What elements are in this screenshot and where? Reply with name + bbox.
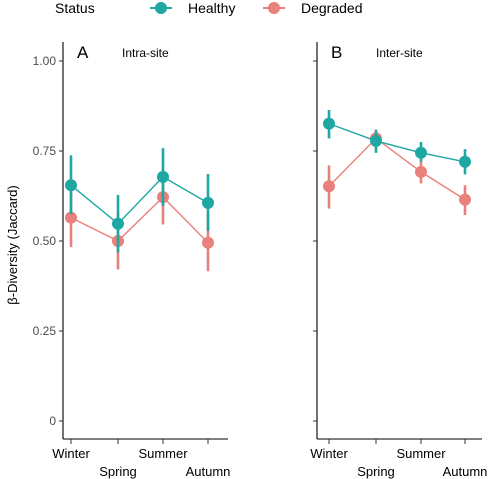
data-point-healthy (157, 170, 169, 183)
data-point-degraded (202, 236, 214, 249)
x-tick-label: Spring (357, 464, 395, 479)
data-point-degraded (415, 165, 427, 178)
legend-label-degraded: Degraded (301, 0, 363, 16)
data-point-healthy (415, 146, 427, 159)
data-point-degraded (459, 193, 471, 206)
series-line-healthy (70, 176, 209, 225)
y-tick-label: 0.75 (33, 144, 57, 158)
legend: Status Healthy Degraded (55, 0, 363, 16)
y-axis-label: β-Diversity (Jaccard) (5, 185, 20, 304)
legend-key-dot-degraded (268, 2, 280, 14)
panel-letter: B (331, 43, 342, 62)
panel-subtitle: Intra-site (122, 46, 169, 60)
data-point-healthy (459, 155, 471, 168)
series-line-degraded (70, 196, 209, 244)
x-tick-label: Spring (99, 464, 137, 479)
x-tick-label: Summer (138, 446, 188, 461)
data-point-healthy (112, 217, 124, 230)
x-tick-label: Autumn (443, 464, 488, 479)
panels: 00.250.500.751.00WinterSpringSummerAutum… (33, 42, 487, 479)
x-tick-label: Winter (52, 446, 90, 461)
data-point-healthy (370, 134, 382, 147)
panel-subtitle: Inter-site (376, 46, 423, 60)
legend-key-dot-healthy (155, 2, 167, 14)
data-point-healthy (65, 179, 77, 192)
y-tick-label: 0.25 (33, 324, 57, 338)
y-tick-label: 1.00 (33, 54, 57, 68)
legend-label-healthy: Healthy (188, 0, 235, 16)
series-line-degraded (328, 137, 466, 201)
x-tick-label: Summer (396, 446, 446, 461)
data-point-healthy (202, 196, 214, 209)
series-line-healthy (328, 122, 466, 163)
x-tick-label: Autumn (186, 464, 231, 479)
y-tick-label: 0.50 (33, 234, 57, 248)
data-point-degraded (65, 211, 77, 224)
data-point-healthy (323, 117, 335, 130)
legend-title: Status (55, 0, 95, 16)
x-tick-label: Winter (310, 446, 348, 461)
panel-letter: A (77, 43, 89, 62)
y-tick-label: 0 (49, 414, 56, 428)
data-point-degraded (323, 180, 335, 193)
